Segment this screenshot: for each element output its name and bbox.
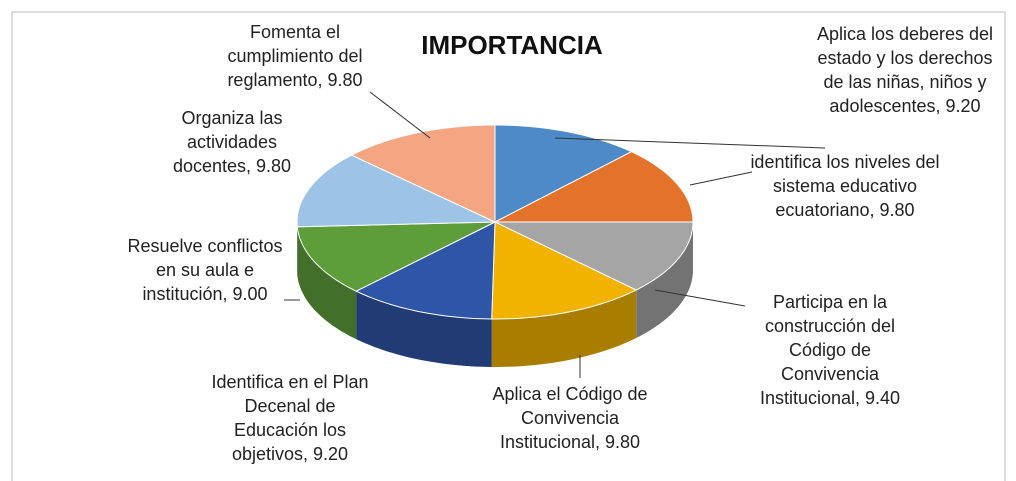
category-name: identifica los niveles del sistema educa… <box>750 152 940 220</box>
pie-slice <box>494 221 694 291</box>
chart-title: IMPORTANCIA <box>421 30 603 60</box>
category-name: Fomenta el cumplimiento del reglamento <box>227 22 363 90</box>
pie-side <box>491 290 637 367</box>
category-name: Aplica los deberes del estado y los dere… <box>816 24 994 116</box>
data-label: Fomenta el cumplimiento del reglamento, … <box>227 22 363 90</box>
pie-slice <box>296 154 496 228</box>
value-label: 9.20 <box>945 96 981 116</box>
data-label: identifica los niveles del sistema educa… <box>750 152 940 220</box>
leader-line <box>369 91 431 139</box>
category-name: Organiza las actividades docentes <box>172 108 283 176</box>
pie-slice <box>355 221 496 320</box>
pie-slice <box>296 221 496 292</box>
pie-side <box>356 291 492 367</box>
value-label: 9.80 <box>327 70 363 90</box>
value-label: 9.80 <box>879 200 915 220</box>
chart-border <box>11 11 1006 481</box>
pie-slice <box>350 124 496 223</box>
leader-line <box>554 137 826 149</box>
data-label: Identifica en el Plan Decenal de Educaci… <box>211 372 369 464</box>
value-label: 9.20 <box>313 444 349 464</box>
pie-slice <box>491 221 638 320</box>
category-name: Aplica el Código de Convivencia Instituc… <box>492 384 648 452</box>
pie-side <box>636 222 693 339</box>
data-label: Participa en la construcción del Código … <box>759 292 901 408</box>
leader-line <box>654 289 746 307</box>
data-label: Organiza las actividades docentes, 9.80 <box>172 108 292 176</box>
value-label: 9.80 <box>256 156 292 176</box>
category-name: Identifica en el Plan Decenal de Educaci… <box>211 372 369 464</box>
category-name: Resuelve conflictos en su aula e institu… <box>127 236 283 304</box>
data-label: Resuelve conflictos en su aula e institu… <box>127 236 283 304</box>
value-label: 9.40 <box>865 388 901 408</box>
pie-side <box>297 226 357 340</box>
data-label: Aplica los deberes del estado y los dere… <box>816 24 994 116</box>
pie-slice <box>494 151 694 223</box>
leader-line <box>689 171 753 186</box>
value-label: 9.00 <box>232 284 268 304</box>
pie-slice <box>494 124 633 223</box>
value-label: 9.80 <box>605 432 641 452</box>
category-name: Participa en la construcción del Código … <box>759 292 896 408</box>
data-label: Aplica el Código de Convivencia Instituc… <box>492 384 648 452</box>
